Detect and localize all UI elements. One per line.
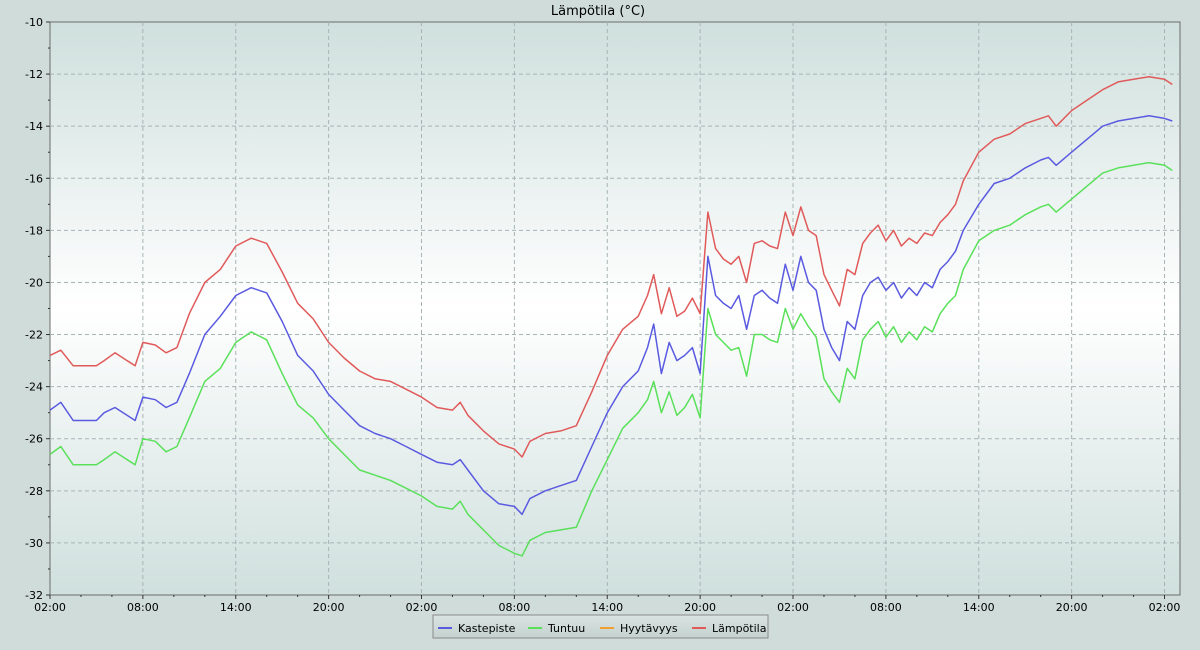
y-tick-label: -22 <box>25 329 43 342</box>
x-tick-label: 02:00 <box>34 601 66 614</box>
x-tick-label: 08:00 <box>870 601 902 614</box>
y-tick-label: -24 <box>25 381 43 394</box>
legend-label: Tuntuu <box>547 622 585 635</box>
legend-label: Kastepiste <box>458 622 516 635</box>
gridlines <box>50 22 1180 595</box>
y-tick-label: -28 <box>25 485 43 498</box>
chart-title: Lämpötila (°C) <box>551 4 645 19</box>
series-lines <box>49 75 1173 557</box>
x-tick-label: 14:00 <box>220 601 252 614</box>
x-tick-label: 20:00 <box>313 601 345 614</box>
series-line-4 <box>49 75 1173 458</box>
series-line-1 <box>49 115 1173 516</box>
legend-label: Hyytävyys <box>620 622 678 635</box>
x-tick-label: 02:00 <box>777 601 809 614</box>
x-tick-label: 02:00 <box>1149 601 1181 614</box>
y-tick-label: -16 <box>25 172 43 185</box>
y-tick-label: -30 <box>25 537 43 550</box>
x-tick-label: 02:00 <box>406 601 438 614</box>
y-tick-label: -10 <box>25 16 43 29</box>
y-tick-label: -32 <box>25 589 43 602</box>
x-tick-label: 08:00 <box>127 601 159 614</box>
y-tick-label: -14 <box>25 120 43 133</box>
y-tick-label: -26 <box>25 433 43 446</box>
legend: Kastepiste Tuntuu Hyytävyys Lämpötila <box>432 614 769 639</box>
x-tick-label: 20:00 <box>684 601 716 614</box>
y-tick-label: -12 <box>25 68 43 81</box>
series-line-2 <box>49 161 1173 557</box>
plot-area <box>49 21 1181 596</box>
x-tick-label: 14:00 <box>591 601 623 614</box>
axes: -10-12-14-16-18-20-22-24-26-28-30-3202:0… <box>25 16 1180 614</box>
x-tick-label: 20:00 <box>1056 601 1088 614</box>
y-tick-label: -18 <box>25 224 43 237</box>
x-tick-label: 14:00 <box>963 601 995 614</box>
x-tick-label: 08:00 <box>499 601 531 614</box>
legend-box <box>432 614 769 639</box>
legend-label: Lämpötila <box>712 622 766 635</box>
y-tick-label: -20 <box>25 276 43 289</box>
